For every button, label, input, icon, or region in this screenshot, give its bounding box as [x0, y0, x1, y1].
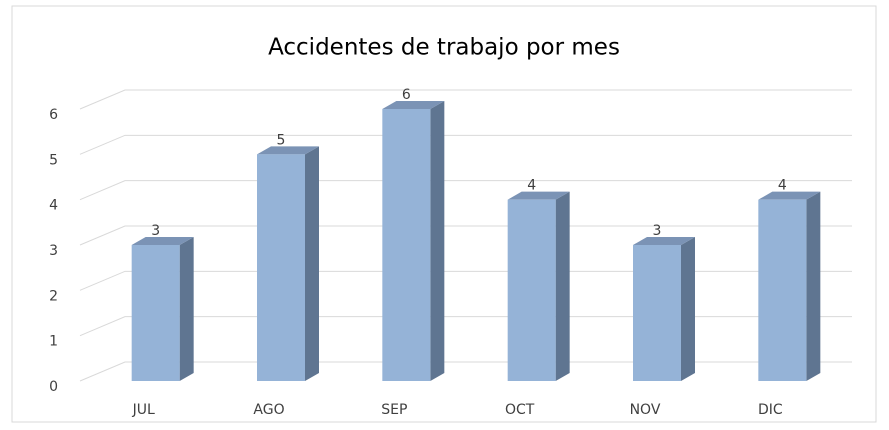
bar-side — [681, 237, 695, 381]
bar-top — [257, 146, 319, 155]
value-label: 3 — [151, 223, 160, 239]
grid-line — [79, 180, 852, 201]
y-tick-label: 1 — [49, 334, 58, 350]
chart-title: Accidentes de trabajo por mes — [268, 35, 620, 61]
bar — [633, 245, 681, 381]
grid-line — [79, 316, 852, 337]
bar — [382, 109, 431, 381]
x-tick-label: OCT — [505, 402, 535, 418]
value-label: 6 — [402, 87, 411, 103]
bar-side — [555, 191, 570, 381]
bar-top — [758, 191, 821, 200]
bar-top — [633, 237, 695, 245]
value-label: 4 — [778, 178, 787, 194]
bar — [507, 199, 556, 381]
bar — [257, 154, 305, 381]
y-tick-label: 5 — [49, 152, 58, 168]
bar — [131, 245, 180, 381]
bar-side — [806, 191, 821, 381]
value-label: 5 — [277, 132, 286, 148]
x-tick-label: DIC — [758, 402, 783, 418]
bar-top — [507, 191, 570, 200]
bar — [758, 199, 807, 381]
bar-top — [131, 237, 194, 245]
bar-side — [179, 237, 194, 381]
x-tick-label: JUL — [132, 402, 155, 418]
x-tick-label: AGO — [253, 402, 284, 418]
grid-line — [79, 270, 852, 291]
bar-side — [305, 146, 319, 381]
bar-top — [382, 101, 445, 109]
x-tick-label: NOV — [630, 402, 661, 418]
y-tick-label: 3 — [49, 243, 58, 259]
y-tick-label: 6 — [49, 107, 58, 123]
y-tick-label: 4 — [49, 198, 58, 214]
grid-line — [79, 134, 852, 155]
bar-side — [430, 101, 445, 381]
x-tick-label: SEP — [381, 402, 407, 418]
grid-line — [79, 89, 852, 110]
grid-line — [79, 361, 852, 382]
y-tick-label: 0 — [49, 379, 58, 395]
value-label: 4 — [527, 178, 536, 194]
y-tick-label: 2 — [49, 288, 58, 304]
value-label: 3 — [653, 223, 662, 239]
grid-line — [79, 225, 852, 246]
